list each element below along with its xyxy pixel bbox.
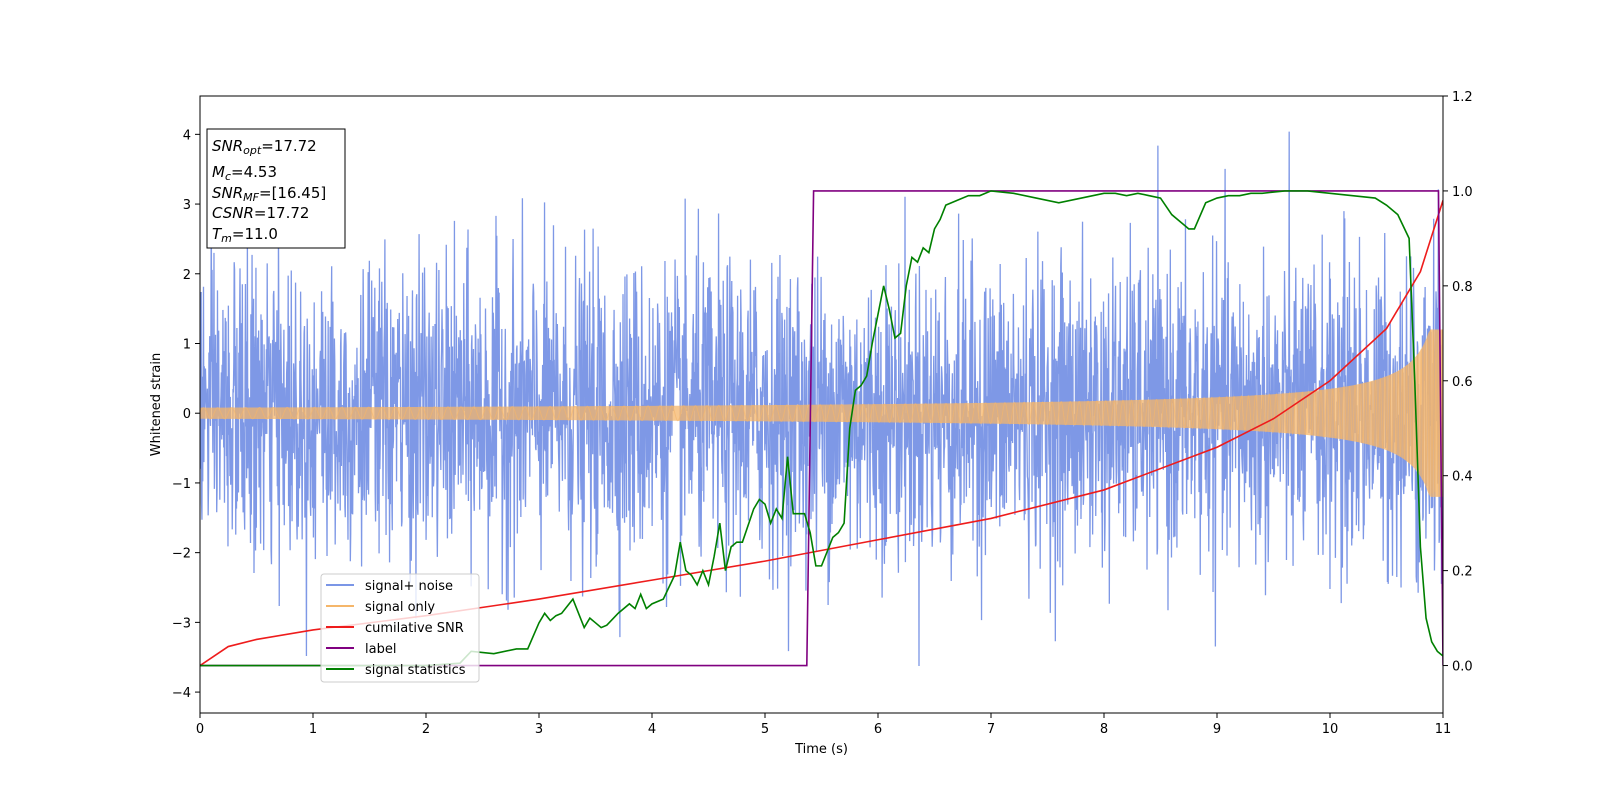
y-right-tick-label: 0.6 — [1452, 375, 1473, 390]
y-right-tick-label: 0.0 — [1452, 660, 1473, 675]
axes-frame — [199, 95, 1444, 714]
info-mc: Mc=4.53 — [212, 163, 277, 183]
x-tick-label: 5 — [761, 722, 769, 737]
y-right-tick-label: 1.0 — [1452, 185, 1473, 200]
y-right-tick-label: 0.2 — [1452, 565, 1473, 580]
x-tick-label: 0 — [196, 722, 204, 737]
legend-frame — [320, 573, 480, 683]
y-right-tick-label: 1.2 — [1452, 90, 1473, 105]
info-box: SNRopt=17.72 Mc=4.53 SNRMF=[16.45] CSNR=… — [206, 128, 346, 249]
y-left-tick-label: 1 — [183, 337, 191, 352]
plot-area — [200, 131, 1443, 667]
y-left-tick-label: −3 — [172, 616, 191, 631]
legend: signal+ noise signal only cumilative SNR… — [320, 573, 480, 683]
series-signal-only-line — [200, 329, 1443, 497]
series-signal-statistics-line — [200, 190, 1443, 667]
series-signal-only-band — [200, 329, 1443, 497]
y-left-tick-label: −4 — [172, 686, 191, 701]
x-tick-label: 2 — [422, 722, 430, 737]
series-cumulative-snr-line — [200, 200, 1443, 667]
info-csnr: CSNR=17.72 — [212, 204, 309, 222]
y-right-axis-ticks: 0.0 0.2 0.4 0.6 0.8 1.0 1.2 — [1443, 90, 1473, 675]
y-left-tick-label: 3 — [183, 198, 191, 213]
legend-label-label: label — [365, 642, 396, 657]
y-right-tick-label: 0.4 — [1452, 470, 1473, 485]
y-right-tick-label: 0.8 — [1452, 280, 1473, 295]
x-axis-ticks: 0 1 2 3 4 5 6 7 8 9 10 11 — [196, 713, 1451, 737]
y-axis-label: Whitened strain — [149, 353, 164, 456]
y-left-tick-label: 2 — [183, 268, 191, 283]
legend-item-label: label — [326, 642, 396, 657]
x-tick-label: 8 — [1100, 722, 1108, 737]
x-tick-label: 1 — [309, 722, 317, 737]
legend-item-signal-statistics: signal statistics — [326, 663, 466, 678]
info-box-frame — [206, 128, 346, 249]
y-left-axis-ticks: −4 −3 −2 −1 0 1 2 3 4 — [172, 128, 200, 701]
info-snr-opt: SNRopt=17.72 — [212, 137, 317, 157]
series-label-line — [200, 190, 1443, 667]
x-axis-label: Time (s) — [794, 742, 848, 757]
legend-label-signal-statistics: signal statistics — [365, 663, 466, 678]
info-tm: Tm=11.0 — [212, 225, 278, 245]
x-tick-label: 7 — [987, 722, 995, 737]
legend-label-signal-only: signal only — [365, 600, 435, 615]
y-left-tick-label: −1 — [172, 477, 191, 492]
legend-label-signal-noise: signal+ noise — [365, 579, 453, 594]
x-tick-label: 11 — [1435, 722, 1452, 737]
legend-label-cumulative-snr: cumilative SNR — [365, 621, 464, 636]
y-left-tick-label: −2 — [172, 547, 191, 562]
y-left-tick-label: 4 — [183, 128, 191, 143]
x-tick-label: 6 — [874, 722, 882, 737]
x-tick-label: 4 — [648, 722, 656, 737]
x-tick-label: 9 — [1213, 722, 1221, 737]
info-snr-mf: SNRMF=[16.45] — [212, 184, 326, 204]
legend-item-cumulative-snr: cumilative SNR — [326, 621, 464, 636]
x-tick-label: 3 — [535, 722, 543, 737]
y-left-tick-label: 0 — [183, 407, 191, 422]
legend-item-signal-only: signal only — [326, 600, 435, 615]
x-tick-label: 10 — [1322, 722, 1339, 737]
legend-item-signal-noise: signal+ noise — [326, 579, 453, 594]
